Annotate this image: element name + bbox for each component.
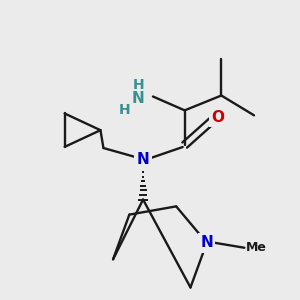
Text: N: N: [137, 152, 149, 167]
Text: O: O: [211, 110, 224, 125]
Text: Me: Me: [246, 241, 267, 254]
Text: H: H: [118, 103, 130, 117]
Text: H: H: [132, 78, 144, 92]
Text: N: N: [132, 91, 145, 106]
Text: N: N: [200, 235, 213, 250]
